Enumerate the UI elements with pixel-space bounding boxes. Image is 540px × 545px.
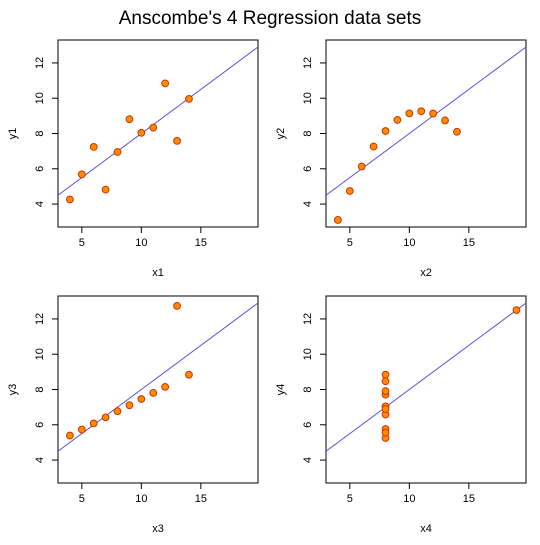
data-point-2-5: [417, 107, 426, 116]
x-tick-label-1-15: 15: [195, 237, 207, 249]
y-tick-label-2-8: 8: [302, 130, 314, 136]
data-point-1-10: [101, 185, 110, 194]
panels-container: 5 10 15 4 6 8 10 12 x1 y1 5 10 15 4 6 8 10 12 x2 y2 5 10 15 4 6 8…: [7, 39, 527, 535]
y-tick-label-4-8: 8: [302, 386, 314, 392]
data-point-3-7: [89, 419, 98, 428]
x-axis-label-4: x4: [420, 523, 432, 535]
data-point-1-3: [173, 137, 181, 145]
scatter-panel-2: 5 10 15 4 6 8 10 12 x2 y2: [275, 39, 527, 279]
data-point-4-11: [381, 405, 390, 413]
y-tick-label-1-10: 10: [34, 92, 46, 104]
y-tick-label-3-12: 12: [34, 313, 46, 325]
data-point-3-9: [161, 382, 170, 391]
data-point-2-11: [345, 187, 354, 195]
y-tick-label-4-6: 6: [302, 422, 314, 428]
y-axis-label-2: y2: [275, 128, 287, 140]
y-tick-label-2-12: 12: [302, 57, 314, 69]
data-point-1-11: [77, 170, 86, 179]
y-axis-label-3: y3: [7, 384, 19, 396]
data-point-1-2: [113, 148, 122, 156]
x-axis-label-1: x1: [152, 267, 164, 279]
y-tick-label-1-8: 8: [34, 130, 46, 136]
data-point-4-9: [381, 428, 390, 437]
data-point-4-8: [512, 306, 521, 315]
data-point-2-8: [334, 216, 342, 224]
data-point-4-10: [381, 387, 390, 395]
data-point-1-1: [137, 128, 146, 137]
y-tick-label-1-4: 4: [34, 201, 46, 207]
x-tick-label-2-10: 10: [403, 237, 415, 249]
x-tick-label-1-5: 5: [79, 237, 85, 249]
x-tick-label-4-10: 10: [403, 493, 415, 505]
x-tick-label-4-15: 15: [463, 493, 475, 505]
y-tick-label-4-4: 4: [302, 457, 314, 463]
data-point-2-4: [393, 116, 402, 124]
data-point-3-2: [113, 407, 122, 416]
y-tick-label-1-6: 6: [34, 166, 46, 172]
y-axis-label-1: y1: [7, 128, 19, 140]
data-point-3-10: [101, 413, 110, 422]
x-tick-label-3-10: 10: [135, 493, 147, 505]
y-tick-label-2-4: 4: [302, 201, 314, 207]
data-point-2-9: [429, 109, 438, 118]
data-point-2-2: [381, 127, 390, 135]
x-tick-label-4-5: 5: [347, 493, 353, 505]
data-point-3-8: [66, 431, 74, 440]
x-axis-label-2: x2: [420, 267, 432, 279]
data-point-2-6: [453, 127, 461, 136]
scatter-panel-3: 5 10 15 4 6 8 10 12 x3 y3: [7, 295, 259, 535]
data-point-1-7: [89, 143, 98, 151]
y-axis-label-4: y4: [275, 384, 287, 396]
data-point-4-5: [381, 377, 390, 386]
data-point-1-8: [66, 195, 74, 204]
data-point-3-3: [173, 301, 181, 310]
y-tick-label-2-10: 10: [302, 92, 314, 104]
x-axis-label-3: x3: [152, 523, 164, 535]
data-point-1-9: [161, 79, 170, 88]
y-tick-label-3-10: 10: [34, 348, 46, 360]
x-tick-label-2-5: 5: [347, 237, 353, 249]
data-point-3-4: [125, 401, 134, 410]
data-point-4-4: [381, 370, 390, 379]
data-point-3-11: [77, 425, 86, 434]
data-point-3-5: [149, 388, 158, 397]
scatter-panel-4: 5 10 15 4 6 8 10 12 x4 y4: [275, 295, 527, 535]
data-point-1-4: [125, 115, 134, 124]
regression-line-3: [58, 302, 258, 452]
x-tick-label-2-15: 15: [463, 237, 475, 249]
y-tick-label-3-8: 8: [34, 386, 46, 392]
data-point-2-7: [357, 162, 366, 171]
data-point-3-1: [137, 395, 146, 403]
scatter-panel-1: 5 10 15 4 6 8 10 12 x1 y1: [7, 39, 259, 279]
regression-line-1: [58, 46, 258, 196]
figure-title: Anscombe's 4 Regression data sets: [119, 8, 422, 29]
data-point-3-6: [185, 370, 193, 379]
data-point-2-10: [369, 142, 378, 151]
data-point-2-3: [441, 116, 449, 125]
y-tick-label-2-6: 6: [302, 166, 314, 172]
y-tick-label-1-12: 12: [34, 57, 46, 69]
regression-line-4: [326, 302, 526, 452]
x-tick-label-3-5: 5: [79, 493, 85, 505]
y-tick-label-3-4: 4: [34, 457, 46, 463]
y-tick-label-4-10: 10: [302, 348, 314, 360]
x-tick-label-1-10: 10: [135, 237, 147, 249]
y-tick-label-3-6: 6: [34, 422, 46, 428]
y-tick-label-4-12: 12: [302, 313, 314, 325]
data-point-1-5: [149, 123, 158, 132]
data-point-1-6: [185, 95, 193, 103]
data-point-2-1: [405, 109, 414, 118]
regression-line-2: [326, 46, 526, 196]
x-tick-label-3-15: 15: [195, 493, 207, 505]
